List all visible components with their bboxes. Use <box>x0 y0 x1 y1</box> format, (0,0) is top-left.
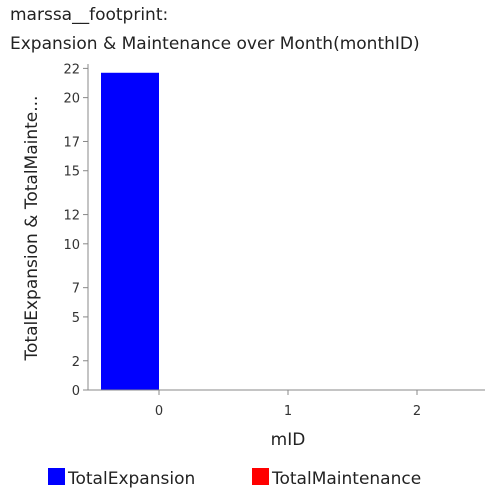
y-tick-label: 12 <box>63 209 80 224</box>
chart-title: marssa__footprint: <box>10 5 169 25</box>
legend-swatch-TotalExpansion <box>48 468 65 485</box>
x-tick-label: 2 <box>413 404 421 419</box>
y-tick-label: 15 <box>63 165 80 180</box>
legend-swatch-TotalMaintenance <box>252 468 269 485</box>
y-tick-label: 5 <box>72 311 80 326</box>
y-tick-label: 2 <box>72 355 80 370</box>
x-tick-label: 0 <box>155 404 163 419</box>
y-tick-label: 7 <box>72 282 80 297</box>
legend-label-TotalExpansion: TotalExpansion <box>67 469 195 489</box>
y-tick-label: 10 <box>63 238 80 253</box>
chart-subtitle: Expansion & Maintenance over Month(month… <box>10 34 420 54</box>
x-tick-label: 1 <box>284 404 292 419</box>
x-axis-label: mID <box>271 430 306 450</box>
legend-label-TotalMaintenance: TotalMaintenance <box>271 469 421 489</box>
y-tick-label: 20 <box>63 92 80 107</box>
y-tick-label: 22 <box>63 62 80 77</box>
y-axis-label: TotalExpansion & TotalMainte... <box>22 96 42 362</box>
y-tick-label: 17 <box>63 135 80 150</box>
bar-TotalExpansion-0 <box>101 72 159 390</box>
y-tick-label: 0 <box>72 384 80 399</box>
